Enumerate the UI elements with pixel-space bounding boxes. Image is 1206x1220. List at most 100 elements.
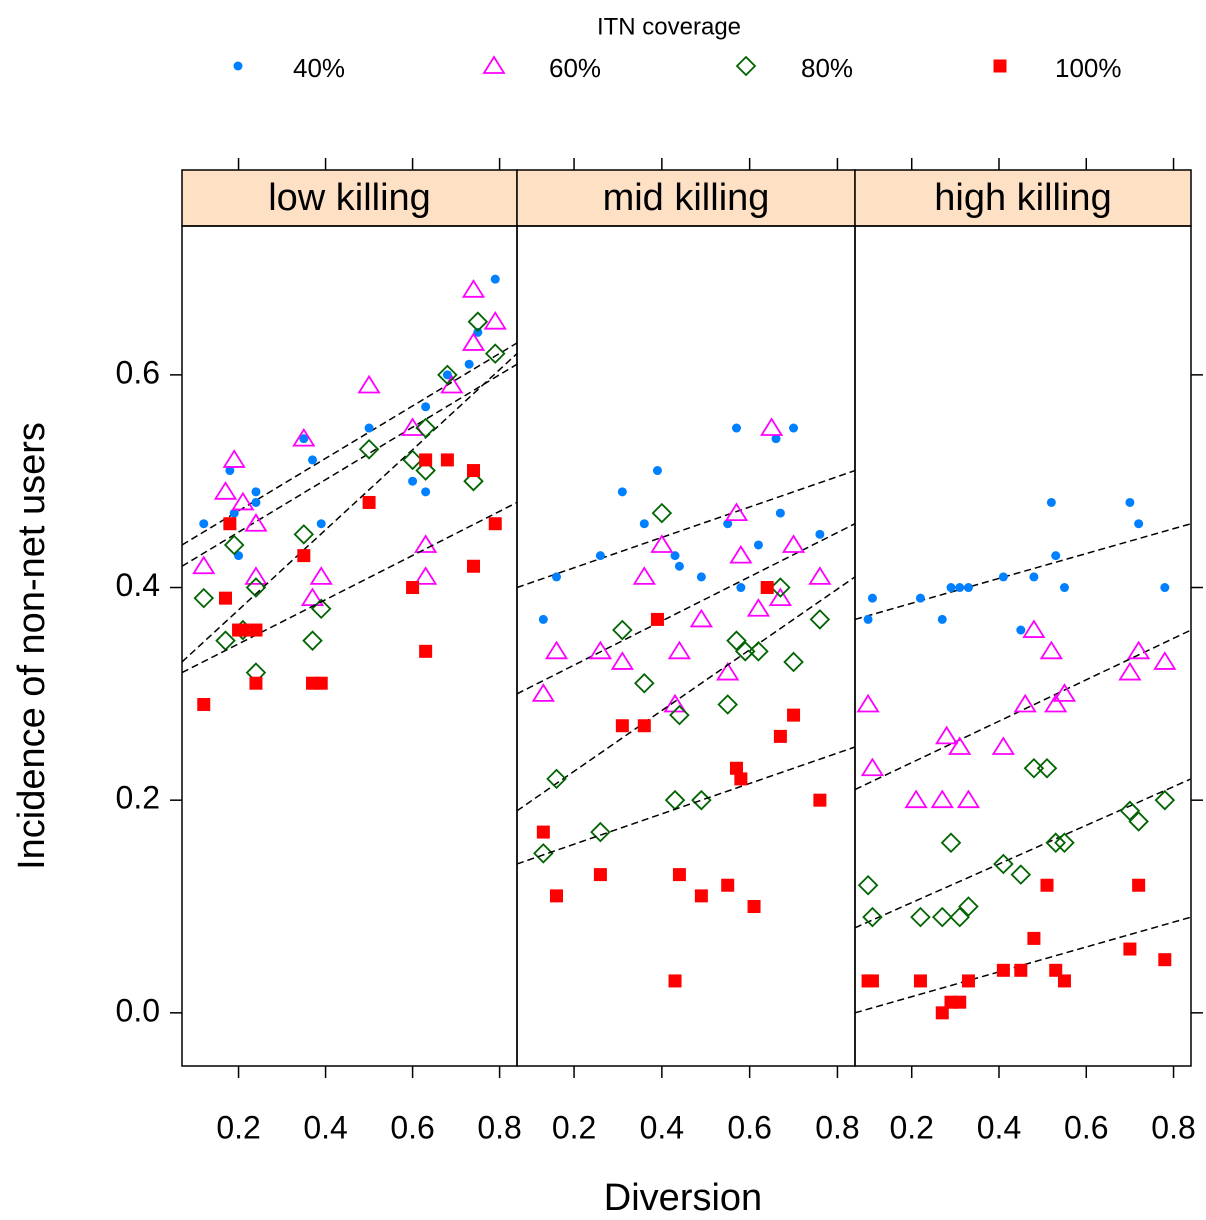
point	[1153, 651, 1177, 670]
point	[193, 587, 215, 609]
point	[414, 566, 438, 585]
point	[650, 612, 664, 626]
point	[490, 274, 500, 284]
fit-line	[516, 746, 856, 865]
point	[747, 900, 761, 914]
point	[1010, 864, 1032, 885]
point	[538, 614, 548, 624]
point	[931, 906, 953, 928]
point	[961, 974, 975, 988]
point	[251, 487, 261, 497]
point	[993, 853, 1014, 875]
point	[461, 279, 486, 298]
point	[1039, 640, 1063, 660]
point	[760, 581, 774, 595]
point	[1040, 878, 1054, 892]
point	[440, 453, 454, 467]
point	[651, 502, 673, 524]
point	[670, 551, 680, 561]
point	[1125, 497, 1135, 507]
legend-label: 100%	[1055, 53, 1122, 83]
point	[910, 906, 931, 928]
point	[244, 513, 268, 532]
point	[1154, 789, 1176, 811]
legend-label: 40%	[293, 53, 345, 83]
point	[729, 761, 743, 775]
point	[1016, 625, 1026, 635]
point	[724, 502, 749, 521]
point	[768, 587, 793, 607]
point	[617, 487, 627, 497]
point	[1132, 878, 1146, 892]
point	[672, 868, 686, 882]
legend-marker	[482, 55, 506, 74]
point	[664, 789, 686, 811]
point	[717, 694, 738, 715]
point	[222, 449, 246, 468]
point	[809, 609, 831, 630]
point	[789, 423, 799, 433]
point	[293, 524, 315, 545]
point	[588, 640, 613, 660]
point	[689, 608, 713, 628]
fit-line	[854, 629, 1192, 791]
point	[1023, 758, 1045, 779]
point	[867, 593, 877, 603]
point	[466, 464, 480, 478]
point	[550, 889, 564, 903]
panel-title: mid killing	[603, 177, 770, 219]
y-axis-label: Incidence of non-net users	[11, 422, 53, 870]
point	[775, 508, 785, 518]
fit-line	[181, 363, 518, 567]
point	[1029, 572, 1039, 582]
point	[991, 736, 1015, 755]
point	[691, 789, 712, 811]
point	[1127, 640, 1151, 660]
x-axis-label: Diversion	[604, 1177, 762, 1219]
fit-line	[854, 916, 1192, 1014]
point	[753, 540, 763, 550]
point	[736, 583, 746, 593]
point	[544, 640, 569, 660]
legend-marker	[993, 59, 1007, 73]
point	[199, 519, 209, 529]
point	[292, 427, 316, 447]
point	[595, 551, 605, 561]
point	[729, 544, 753, 564]
point	[223, 517, 237, 531]
point	[1049, 963, 1063, 977]
point	[953, 995, 967, 1009]
point	[440, 374, 464, 394]
point	[1123, 942, 1137, 956]
legend-label: 80%	[801, 53, 853, 83]
point	[244, 566, 268, 585]
x-tick-label: 0.8	[477, 1109, 521, 1145]
point	[808, 566, 832, 585]
fit-line	[181, 501, 518, 674]
point	[593, 868, 607, 882]
fit-line	[516, 576, 856, 812]
point	[484, 343, 506, 364]
point	[650, 534, 674, 553]
point	[316, 519, 326, 529]
point	[734, 772, 748, 786]
point	[1046, 497, 1056, 507]
strip	[854, 169, 1192, 227]
point	[546, 768, 567, 790]
point	[856, 693, 880, 713]
point	[615, 719, 629, 733]
x-tick-label: 0.4	[977, 1109, 1021, 1145]
point	[949, 906, 971, 928]
point	[955, 583, 965, 593]
point	[696, 572, 706, 582]
point	[236, 623, 250, 637]
point	[300, 587, 325, 607]
point	[694, 889, 708, 903]
point	[1128, 811, 1149, 832]
point	[860, 757, 885, 777]
point	[213, 481, 238, 500]
legend-title: ITN coverage	[597, 13, 741, 40]
point	[759, 417, 784, 436]
point	[408, 476, 418, 486]
point	[231, 491, 255, 511]
